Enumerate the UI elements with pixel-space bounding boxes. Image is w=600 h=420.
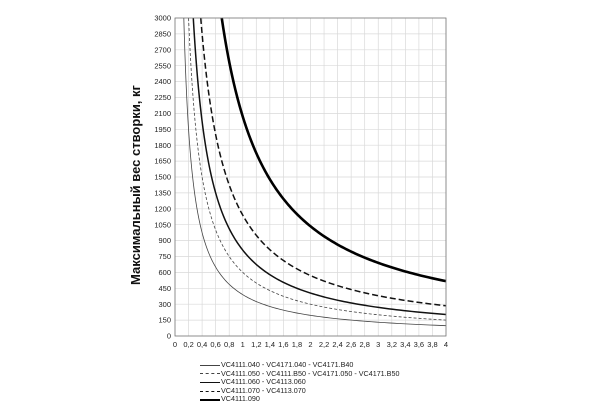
y-tick-label: 900 [158,236,171,245]
grid [174,17,447,337]
x-tick-label: 0,4 [197,340,207,349]
y-tick-label: 600 [158,268,171,277]
legend-item-1: VC4111.040 - VC4171.040 - VC4171.B40 [200,360,399,370]
y-tick-label: 1200 [154,204,171,213]
x-tick-label: 2,8 [359,340,369,349]
x-tick-label: 3,4 [400,340,410,349]
legend-label: VC4111.050 - VC4111.B50 - VC4171.050 - V… [221,368,400,378]
y-tick-label: 750 [158,252,171,261]
x-tick-label: 0,6 [210,340,220,349]
x-tick-label: 0,2 [183,340,193,349]
x-tick-label: 1,2 [251,340,261,349]
y-tick-label: 2700 [154,45,171,54]
y-tick-label: 1050 [154,220,171,229]
legend-swatch [200,381,220,383]
legend: VC4111.040 - VC4171.040 - VC4171.B40 VC41… [200,360,400,404]
y-tick-label: 0 [167,332,171,341]
x-tick-label: 1,8 [292,340,302,349]
legend-swatch [200,390,220,392]
legend-item-5: VC4111.090 [200,395,399,404]
x-tick-label: 1 [241,340,245,349]
x-tick-label: 3 [376,340,380,349]
x-tick-label: 3,6 [414,340,424,349]
y-tick-label: 2100 [154,109,171,118]
x-tick-label: 2 [308,340,312,349]
x-tick-label: 2,6 [346,340,356,349]
x-tick-label: 1,4 [265,340,275,349]
series-line-5 [220,17,447,283]
series-layer [183,17,447,327]
legend-item-3: VC4111.060 - VC4113.060 [200,378,399,387]
x-tick-label: 1,6 [278,340,288,349]
series-line-3 [192,17,447,316]
y-tick-label: 2250 [154,93,171,102]
y-axis-label: Максимальный вес створки, кг [128,84,143,285]
y-tick-label: 300 [158,300,171,309]
x-tick-label: 3,2 [387,340,397,349]
x-tick-label: 2,2 [319,340,329,349]
y-tick-label: 2550 [154,61,171,70]
x-tick-label: 2,4 [332,340,342,349]
legend-swatch [200,398,220,401]
legend-label: VC4111.090 [221,394,260,404]
series-line-1 [183,17,447,327]
y-axis-ticks: 0 150 300 450 600 750 900 1050 1200 1350 1500 1650 1… [154,14,171,341]
y-tick-label: 1950 [154,125,171,134]
legend-label: VC4111.060 - VC4113.060 [221,377,306,387]
y-tick-label: 1650 [154,157,171,166]
y-tick-label: 1800 [154,141,171,150]
y-tick-label: 1350 [154,189,171,198]
x-tick-label: 0 [173,340,177,349]
x-tick-label: 4 [444,340,448,349]
legend-label: VC4111.040 - VC4171.040 - VC4171.B40 [221,360,354,369]
plot-frame [174,17,447,337]
y-tick-label: 3000 [154,14,171,23]
y-tick-label: 150 [158,316,171,325]
y-tick-label: 2400 [154,77,171,86]
x-axis-ticks: 0 0,2 0,4 0,6 0,8 1 1,2 1,4 1,6 1,8 2 2,2 2,4 2,6 2,8 3… [173,340,448,349]
x-tick-label: 0,8 [224,340,234,349]
y-tick-label: 450 [158,284,171,293]
y-tick-label: 1500 [154,173,171,182]
series-line-4 [200,17,447,307]
legend-label: VC4111.070 - VC4113.070 [221,385,306,395]
x-tick-label: 3,8 [427,340,437,349]
series-line-2 [188,17,447,321]
legend-swatch [200,364,220,366]
legend-item-2: VC4111.050 - VC4111.B50 - VC4171.050 - V… [200,368,400,379]
legend-item-4: VC4111.070 - VC4113.070 [200,385,399,396]
y-tick-label: 2850 [154,30,171,39]
legend-swatch [200,373,220,375]
